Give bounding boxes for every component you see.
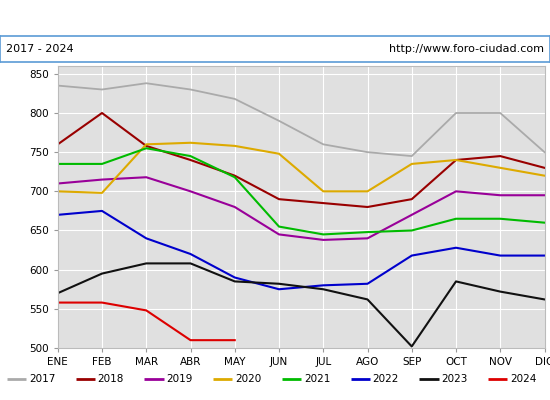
- Text: 2019: 2019: [166, 374, 192, 384]
- Text: 2017 - 2024: 2017 - 2024: [6, 44, 73, 54]
- Text: 2017: 2017: [29, 374, 55, 384]
- Text: 2024: 2024: [510, 374, 536, 384]
- Text: 2021: 2021: [304, 374, 330, 384]
- Text: 2018: 2018: [98, 374, 124, 384]
- Text: 2023: 2023: [441, 374, 468, 384]
- Text: 2022: 2022: [373, 374, 399, 384]
- Text: Evolucion del paro registrado en Quintana de la Serena: Evolucion del paro registrado en Quintan…: [90, 12, 460, 24]
- Text: http://www.foro-ciudad.com: http://www.foro-ciudad.com: [389, 44, 544, 54]
- Text: 2020: 2020: [235, 374, 261, 384]
